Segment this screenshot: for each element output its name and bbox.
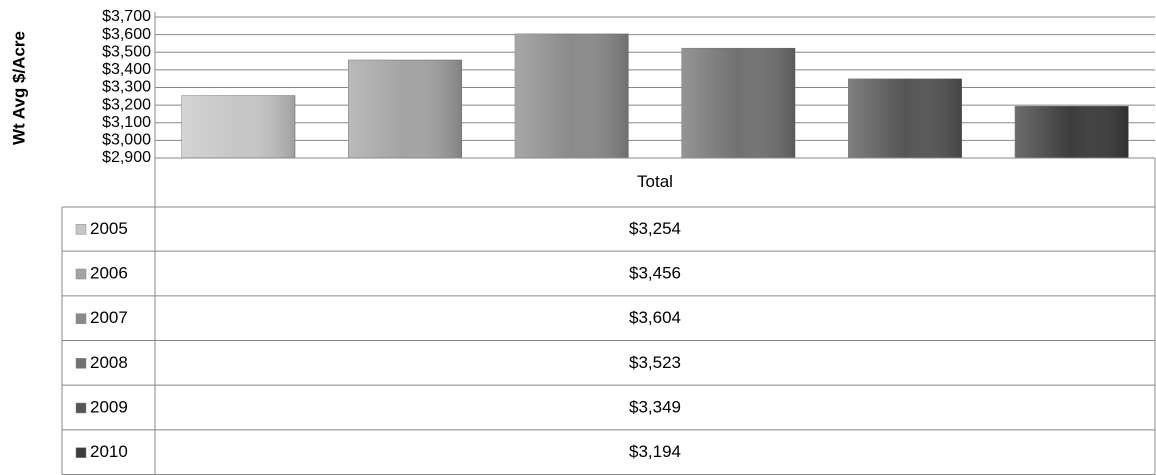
table-value: $3,194 bbox=[629, 442, 681, 461]
table-value: $3,456 bbox=[629, 263, 681, 282]
legend-label: 2005 bbox=[90, 219, 128, 238]
bar-shine bbox=[681, 48, 795, 158]
legend-label: 2007 bbox=[90, 308, 128, 327]
bar-shine bbox=[348, 60, 462, 158]
y-tick-label: $3,000 bbox=[102, 132, 151, 149]
legend-key bbox=[75, 358, 87, 369]
category-label: Total bbox=[637, 172, 673, 191]
legend-key bbox=[75, 402, 87, 414]
legend-key bbox=[75, 313, 87, 324]
y-tick-label: $3,500 bbox=[102, 43, 151, 60]
bar-shine bbox=[848, 78, 962, 158]
legend-key bbox=[75, 447, 87, 458]
legend-key bbox=[75, 268, 87, 280]
legend-label: 2009 bbox=[90, 397, 128, 416]
table-value: $3,349 bbox=[629, 397, 681, 416]
bar-shine bbox=[1015, 106, 1129, 158]
legend-key bbox=[75, 224, 87, 235]
y-tick-label: $3,100 bbox=[102, 114, 151, 131]
legend-label: 2006 bbox=[90, 263, 128, 282]
y-tick-label: $3,400 bbox=[102, 61, 151, 78]
y-tick-label: $3,300 bbox=[102, 79, 151, 96]
table-value: $3,523 bbox=[629, 353, 681, 372]
legend-label: 2010 bbox=[90, 442, 128, 461]
table-value: $3,604 bbox=[629, 308, 681, 327]
bar-shine bbox=[515, 33, 629, 158]
legend-label: 2008 bbox=[90, 353, 128, 372]
table-value: $3,254 bbox=[629, 219, 681, 238]
bar-shine bbox=[181, 95, 295, 158]
y-tick-label: $3,600 bbox=[102, 26, 151, 43]
y-tick-label: $2,900 bbox=[102, 149, 151, 166]
y-tick-label: $3,700 bbox=[102, 8, 151, 25]
y-tick-label: $3,200 bbox=[102, 96, 151, 113]
y-axis-title: Wt Avg $/Acre bbox=[9, 31, 28, 145]
